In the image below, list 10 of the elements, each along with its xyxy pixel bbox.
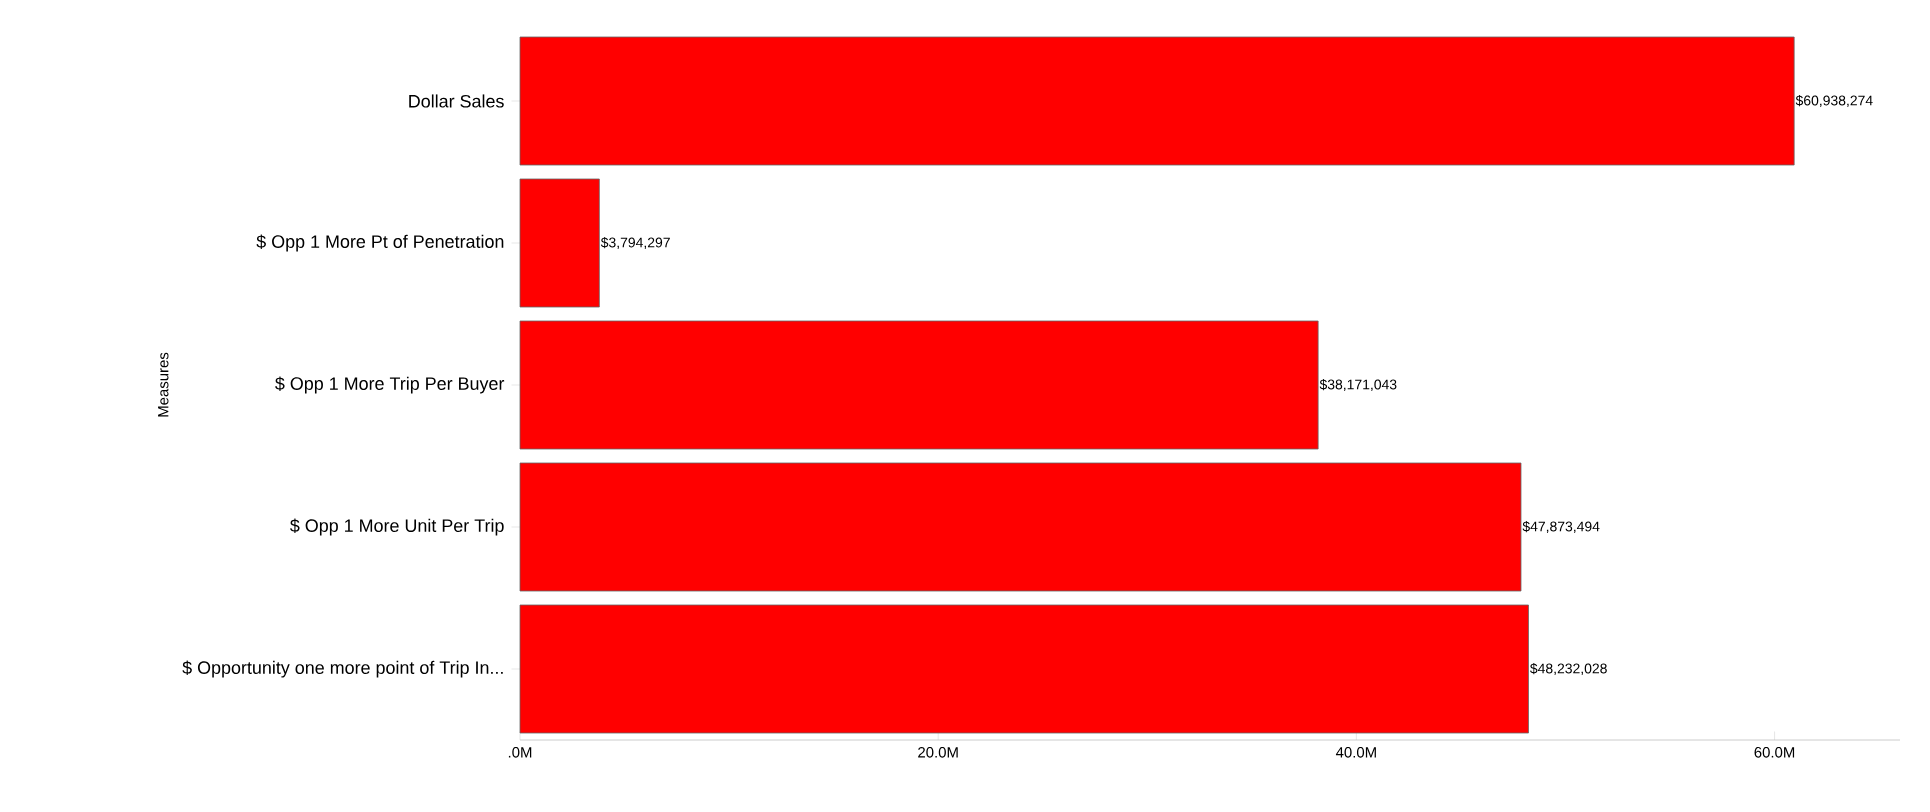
- y-tick-label: $ Opp 1 More Trip Per Buyer: [275, 376, 505, 394]
- bar: [519, 36, 1795, 166]
- y-tick-label: Dollar Sales: [409, 94, 504, 108]
- y-tick-label: $ Opportunity one more point of Trip In...: [182, 660, 503, 678]
- bar: [519, 604, 1529, 734]
- y-tick-label: $ Opp 1 More Unit Per Trip: [290, 518, 504, 536]
- bar: [519, 320, 1319, 450]
- y-tick-label: $ Opp 1 More Pt of Penetration: [256, 234, 504, 252]
- bar: [519, 462, 1522, 592]
- bar: [519, 178, 600, 308]
